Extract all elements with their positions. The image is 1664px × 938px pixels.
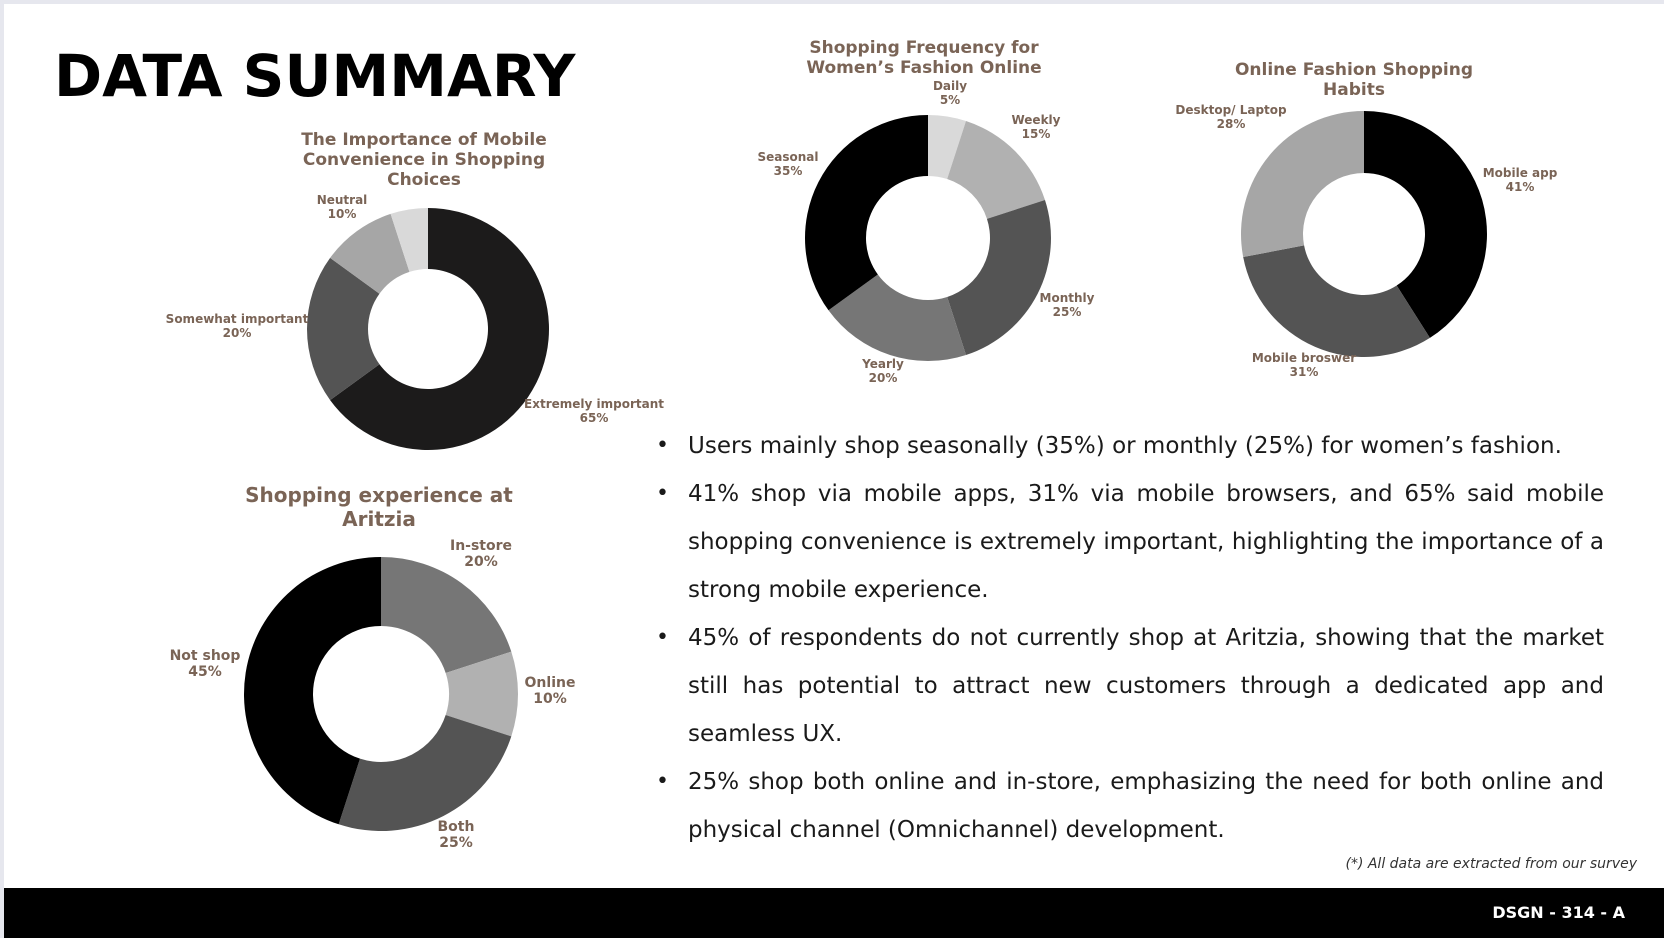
slice-label: In-store 20% xyxy=(450,538,512,570)
chart-title-aritzia-experience: Shopping experience at Aritzia xyxy=(245,483,513,531)
donut-slice xyxy=(330,213,410,294)
slice-label: Weekly 15% xyxy=(1011,113,1060,141)
slice-label: Seasonal 35% xyxy=(757,150,818,178)
donut-slice xyxy=(947,199,1051,355)
insight-item: 41% shop via mobile apps, 31% via mobile… xyxy=(656,470,1604,614)
insight-item: Users mainly shop seasonally (35%) or mo… xyxy=(656,422,1604,470)
donut-slice xyxy=(947,121,1045,219)
slice-label: Mobile broswer 31% xyxy=(1252,351,1356,379)
slice-label: Both 25% xyxy=(438,819,475,851)
chart-title-shopping-frequency: Shopping Frequency for Women’s Fashion O… xyxy=(806,38,1042,79)
insights-list: Users mainly shop seasonally (35%) or mo… xyxy=(656,422,1604,854)
donut-slice xyxy=(1243,245,1430,357)
slice-label: Desktop/ Laptop 28% xyxy=(1175,103,1287,131)
donut-slice xyxy=(390,208,428,272)
footnote: (*) All data are extracted from our surv… xyxy=(1345,856,1637,872)
slice-label: Online 10% xyxy=(525,675,576,707)
slice-label: Mobile app 41% xyxy=(1483,166,1558,194)
donut-slice xyxy=(928,115,967,180)
donut-slice xyxy=(381,557,512,673)
donut-slice xyxy=(445,651,518,737)
slice-label: Yearly 20% xyxy=(861,357,904,385)
slice-label: Daily 5% xyxy=(933,79,967,107)
donut-slice xyxy=(1241,111,1364,258)
slice-label: Neutral 10% xyxy=(317,193,368,221)
donut-slice xyxy=(244,557,381,825)
footer-bar: DSGN - 314 - A xyxy=(4,888,1664,938)
insight-item: 45% of respondents do not currently shop… xyxy=(656,614,1604,758)
donut-slice xyxy=(804,115,928,311)
chart-title-shopping-habits: Online Fashion Shopping Habits xyxy=(1234,60,1474,101)
donut-slice xyxy=(338,715,512,831)
insight-item: 25% shop both online and in-store, empha… xyxy=(656,758,1604,854)
slide: DATA SUMMARY The Importance of Mobile Co… xyxy=(4,4,1664,938)
slice-label: Not shop 45% xyxy=(170,648,241,680)
donut-slice xyxy=(828,274,967,361)
donut-slice xyxy=(330,208,549,450)
donut-slice xyxy=(307,257,380,401)
slice-label: Monthly 25% xyxy=(1040,291,1095,319)
slice-label: Extremely important 65% xyxy=(524,397,664,425)
chart-title-mobile-convenience: The Importance of Mobile Convenience in … xyxy=(301,130,547,191)
course-code: DSGN - 314 - A xyxy=(1492,903,1625,922)
page-title: DATA SUMMARY xyxy=(54,42,576,110)
donut-slice xyxy=(1364,111,1487,338)
slice-label: Somewhat important 20% xyxy=(166,312,309,340)
